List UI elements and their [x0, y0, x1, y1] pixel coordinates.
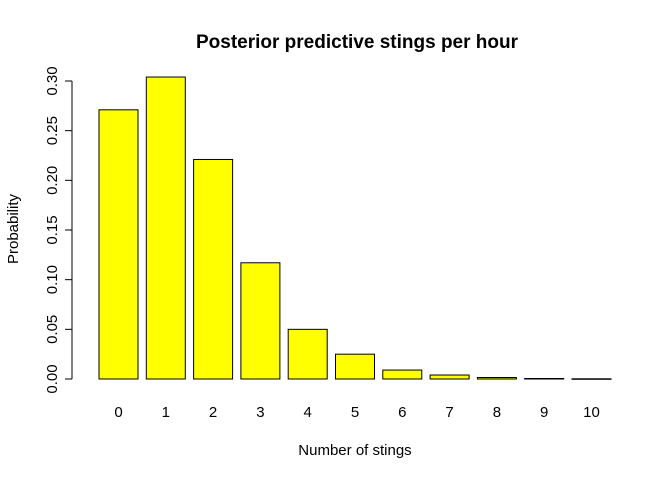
y-tick-label: 0.30	[44, 66, 61, 95]
bar-0	[98, 109, 139, 380]
bar-2	[193, 158, 234, 380]
x-tick-label: 0	[114, 404, 122, 421]
bar-4	[287, 328, 328, 380]
y-tick-label: 0.00	[44, 364, 61, 393]
y-tick-label: 0.10	[44, 265, 61, 294]
x-tick-label: 3	[256, 404, 264, 421]
bar-8	[476, 377, 517, 380]
x-tick-label: 1	[162, 404, 170, 421]
bar-6	[382, 369, 423, 380]
x-tick-labels: 0 1 2 3 4 5 6 7 8 9 10	[114, 404, 600, 421]
x-tick-label: 6	[398, 404, 406, 421]
bar-10	[571, 378, 612, 380]
y-tick-label: 0.25	[44, 116, 61, 145]
y-tick-label: 0.05	[44, 315, 61, 344]
x-tick-label: 5	[351, 404, 359, 421]
x-tick-label: 4	[304, 404, 312, 421]
x-tick-label: 8	[493, 404, 501, 421]
bar-1	[145, 76, 186, 380]
y-tick-label: 0.15	[44, 215, 61, 244]
bar-9	[524, 378, 565, 380]
y-axis: 0.00 0.05 0.10 0.15 0.20 0.25 0.30	[44, 66, 73, 394]
bars	[98, 76, 612, 380]
chart-title: Posterior predictive stings per hour	[196, 32, 519, 53]
bar-3	[240, 262, 281, 380]
x-tick-label: 2	[209, 404, 217, 421]
x-tick-label: 9	[540, 404, 548, 421]
x-tick-label: 10	[583, 404, 600, 421]
x-tick-label: 7	[445, 404, 453, 421]
bar-5	[335, 353, 375, 380]
x-axis-label: Number of stings	[298, 442, 411, 459]
bar-7	[429, 374, 470, 380]
y-axis-label: Probability	[5, 193, 22, 264]
y-tick-label: 0.20	[44, 166, 61, 195]
